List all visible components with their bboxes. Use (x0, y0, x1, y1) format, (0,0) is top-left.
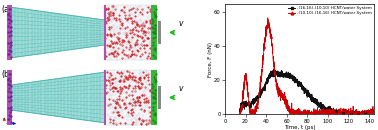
Y-axis label: Force, F (nN): Force, F (nN) (208, 42, 212, 77)
Bar (104, 5, 106, 60)
Bar (104, 70, 106, 125)
Bar (104, 70, 151, 125)
Bar (151, 70, 156, 125)
Text: (b): (b) (1, 70, 12, 79)
Legend: -(16,16)-(10,10) HCNT/water System, -(10,10)-(16,16) HCNT/water System: -(16,16)-(10,10) HCNT/water System, -(10… (288, 6, 372, 16)
Bar (158, 86, 161, 109)
Bar (158, 21, 161, 44)
Text: v: v (179, 19, 183, 28)
Bar (151, 5, 156, 60)
Polygon shape (12, 72, 104, 123)
Text: v: v (179, 84, 183, 93)
Polygon shape (12, 7, 104, 58)
Bar (7, 70, 12, 125)
Text: (a): (a) (1, 5, 12, 14)
X-axis label: Time, t (ps): Time, t (ps) (284, 125, 315, 130)
Bar (7, 5, 12, 60)
Bar (104, 5, 151, 60)
